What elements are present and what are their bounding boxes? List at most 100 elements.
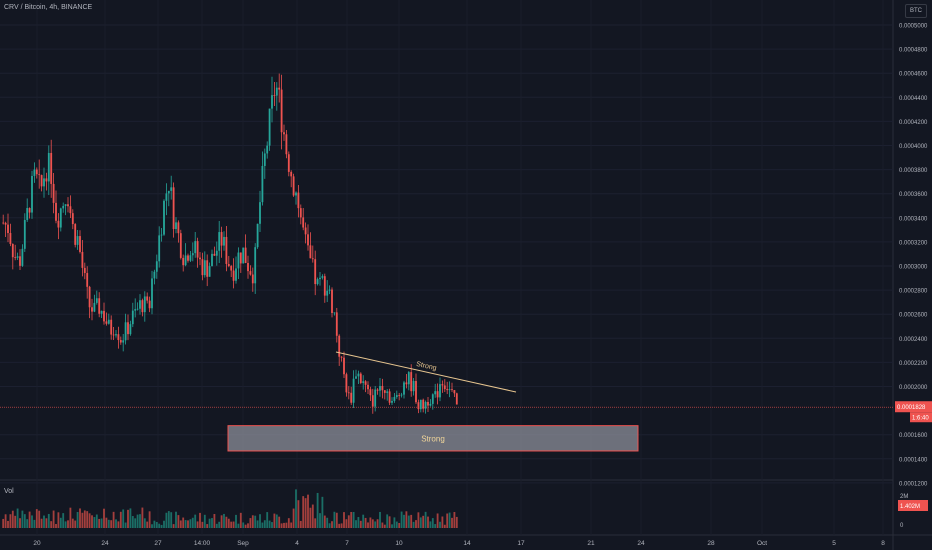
volume-bar[interactable]: [443, 524, 446, 528]
volume-bar[interactable]: [350, 511, 353, 528]
candle-body[interactable]: [386, 391, 389, 393]
volume-bar[interactable]: [239, 512, 242, 528]
candle-body[interactable]: [105, 321, 108, 324]
volume-bar[interactable]: [9, 514, 12, 528]
candle-body[interactable]: [45, 178, 48, 182]
volume-bar[interactable]: [266, 512, 269, 528]
volume-bar[interactable]: [218, 521, 221, 528]
candle-body[interactable]: [119, 340, 122, 343]
candle-body[interactable]: [38, 174, 41, 176]
candle-body[interactable]: [122, 340, 125, 343]
volume-bar[interactable]: [62, 513, 65, 528]
candle-body[interactable]: [76, 236, 79, 245]
volume-bar[interactable]: [379, 511, 381, 528]
volume-bar[interactable]: [431, 518, 434, 528]
volume-bar[interactable]: [139, 514, 141, 528]
volume-bar[interactable]: [127, 509, 129, 528]
candle-body[interactable]: [374, 389, 377, 407]
volume-bar[interactable]: [251, 515, 254, 528]
volume-bar[interactable]: [268, 520, 271, 528]
candle-body[interactable]: [62, 205, 65, 209]
candle-body[interactable]: [331, 289, 333, 313]
volume-bar[interactable]: [441, 516, 444, 528]
volume-bar[interactable]: [33, 519, 36, 528]
candle-body[interactable]: [359, 373, 362, 383]
volume-bar[interactable]: [422, 515, 425, 528]
volume-bar[interactable]: [28, 511, 31, 528]
candle-body[interactable]: [232, 270, 235, 281]
volume-bar[interactable]: [107, 519, 110, 528]
candle-body[interactable]: [117, 334, 120, 341]
candle-body[interactable]: [28, 208, 31, 213]
volume-bar[interactable]: [283, 522, 285, 528]
candle-body[interactable]: [256, 223, 259, 248]
volume-bar[interactable]: [331, 521, 333, 528]
candle-body[interactable]: [59, 208, 62, 228]
volume-bar[interactable]: [167, 511, 170, 528]
volume-bar[interactable]: [129, 508, 132, 528]
volume-bar[interactable]: [203, 514, 206, 528]
currency-button[interactable]: BTC: [905, 4, 927, 18]
candle-body[interactable]: [434, 391, 437, 395]
volume-bar[interactable]: [223, 513, 225, 528]
volume-bar[interactable]: [314, 518, 317, 528]
volume-bar[interactable]: [81, 512, 84, 528]
candle-body[interactable]: [86, 273, 89, 287]
volume-bar[interactable]: [26, 519, 29, 528]
candle-body[interactable]: [146, 296, 149, 301]
candle-body[interactable]: [91, 307, 93, 312]
volume-bar[interactable]: [338, 523, 341, 528]
volume-bar[interactable]: [371, 519, 374, 528]
volume-bar[interactable]: [451, 517, 453, 528]
volume-bar[interactable]: [259, 514, 261, 528]
volume-bar[interactable]: [4, 514, 7, 528]
volume-bar[interactable]: [429, 521, 432, 528]
candle-body[interactable]: [208, 266, 211, 277]
volume-bar[interactable]: [271, 522, 273, 528]
volume-bar[interactable]: [59, 517, 62, 528]
candle-body[interactable]: [431, 394, 434, 404]
volume-bar[interactable]: [69, 507, 72, 528]
candle-body[interactable]: [57, 220, 60, 228]
volume-bar[interactable]: [38, 510, 41, 528]
volume-bars[interactable]: [2, 489, 458, 528]
volume-bar[interactable]: [256, 520, 259, 528]
volume-bar[interactable]: [179, 520, 182, 528]
candle-body[interactable]: [98, 298, 101, 314]
candle-body[interactable]: [79, 236, 81, 252]
volume-bar[interactable]: [191, 517, 194, 528]
candle-body[interactable]: [340, 356, 343, 358]
volume-bar[interactable]: [88, 513, 91, 528]
volume-bar[interactable]: [21, 510, 24, 528]
candle-body[interactable]: [347, 392, 350, 394]
candle-body[interactable]: [299, 208, 302, 218]
volume-bar[interactable]: [316, 492, 319, 528]
candle-body[interactable]: [179, 233, 182, 258]
candle-body[interactable]: [33, 169, 36, 176]
volume-bar[interactable]: [177, 515, 180, 528]
volume-bar[interactable]: [19, 518, 21, 528]
volume-bar[interactable]: [263, 520, 266, 528]
candle-body[interactable]: [362, 381, 365, 383]
candle-body[interactable]: [273, 95, 276, 96]
volume-bar[interactable]: [93, 517, 96, 528]
volume-bar[interactable]: [448, 512, 451, 528]
candle-body[interactable]: [153, 271, 156, 279]
candle-body[interactable]: [31, 175, 33, 213]
volume-bar[interactable]: [208, 518, 211, 528]
volume-bar[interactable]: [213, 513, 216, 528]
volume-bar[interactable]: [225, 516, 228, 528]
candle-body[interactable]: [110, 319, 113, 335]
candles[interactable]: [2, 73, 458, 414]
candle-body[interactable]: [412, 381, 415, 392]
volume-bar[interactable]: [343, 512, 345, 528]
volume-bar[interactable]: [55, 523, 57, 528]
candle-body[interactable]: [302, 217, 305, 228]
volume-bar[interactable]: [220, 515, 223, 528]
volume-bar[interactable]: [184, 520, 187, 528]
candle-body[interactable]: [74, 224, 77, 245]
volume-bar[interactable]: [292, 508, 295, 528]
volume-bar[interactable]: [2, 518, 5, 528]
candle-body[interactable]: [352, 378, 355, 403]
candle-body[interactable]: [235, 268, 237, 281]
